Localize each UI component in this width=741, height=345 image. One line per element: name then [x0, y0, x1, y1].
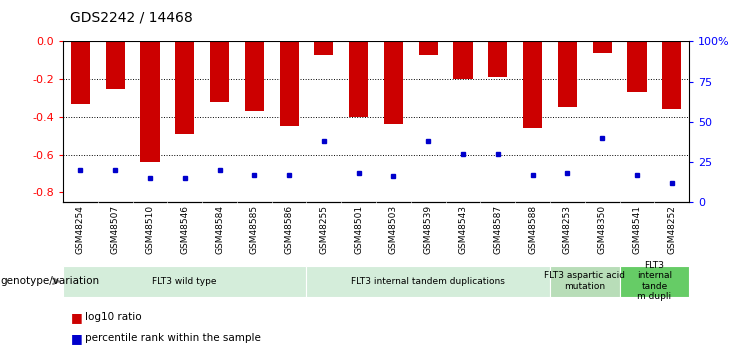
Bar — [71, 41, 90, 104]
Bar — [662, 41, 681, 109]
Bar — [140, 41, 159, 162]
Text: GSM48507: GSM48507 — [110, 205, 119, 254]
Text: GSM48546: GSM48546 — [180, 205, 189, 254]
Bar — [550, 266, 619, 297]
Bar — [175, 41, 194, 134]
Text: GSM48501: GSM48501 — [354, 205, 363, 254]
Text: ■: ■ — [70, 332, 82, 345]
Text: GDS2242 / 14468: GDS2242 / 14468 — [70, 10, 193, 24]
Text: FLT3 aspartic acid
mutation: FLT3 aspartic acid mutation — [545, 272, 625, 291]
Text: GSM48541: GSM48541 — [633, 205, 642, 254]
Bar — [106, 41, 124, 89]
Text: GSM48585: GSM48585 — [250, 205, 259, 254]
Bar — [210, 41, 229, 102]
Bar — [558, 41, 577, 107]
Text: GSM48255: GSM48255 — [319, 205, 328, 254]
Bar — [628, 41, 646, 92]
Text: GSM48350: GSM48350 — [598, 205, 607, 254]
Bar — [593, 41, 612, 53]
Bar — [63, 266, 307, 297]
Bar — [453, 41, 473, 79]
Text: GSM48510: GSM48510 — [145, 205, 154, 254]
Text: percentile rank within the sample: percentile rank within the sample — [85, 333, 261, 343]
Text: ■: ■ — [70, 311, 82, 324]
Text: log10 ratio: log10 ratio — [85, 313, 142, 322]
Bar — [307, 266, 550, 297]
Bar — [279, 41, 299, 126]
Bar — [488, 41, 508, 77]
Bar — [619, 266, 689, 297]
Text: GSM48587: GSM48587 — [494, 205, 502, 254]
Text: GSM48543: GSM48543 — [459, 205, 468, 254]
Bar — [314, 41, 333, 55]
Text: FLT3 internal tandem duplications: FLT3 internal tandem duplications — [351, 277, 505, 286]
Text: FLT3
internal
tande
m dupli: FLT3 internal tande m dupli — [637, 261, 672, 301]
Text: GSM48252: GSM48252 — [667, 205, 677, 254]
Bar — [384, 41, 403, 125]
Text: GSM48253: GSM48253 — [563, 205, 572, 254]
Text: GSM48586: GSM48586 — [285, 205, 293, 254]
Bar — [419, 41, 438, 55]
Text: genotype/variation: genotype/variation — [1, 276, 100, 286]
Text: FLT3 wild type: FLT3 wild type — [153, 277, 217, 286]
Text: GSM48588: GSM48588 — [528, 205, 537, 254]
Bar — [349, 41, 368, 117]
Bar — [245, 41, 264, 111]
Text: GSM48254: GSM48254 — [76, 205, 85, 254]
Text: GSM48503: GSM48503 — [389, 205, 398, 254]
Text: GSM48539: GSM48539 — [424, 205, 433, 254]
Text: GSM48584: GSM48584 — [215, 205, 224, 254]
Bar — [523, 41, 542, 128]
